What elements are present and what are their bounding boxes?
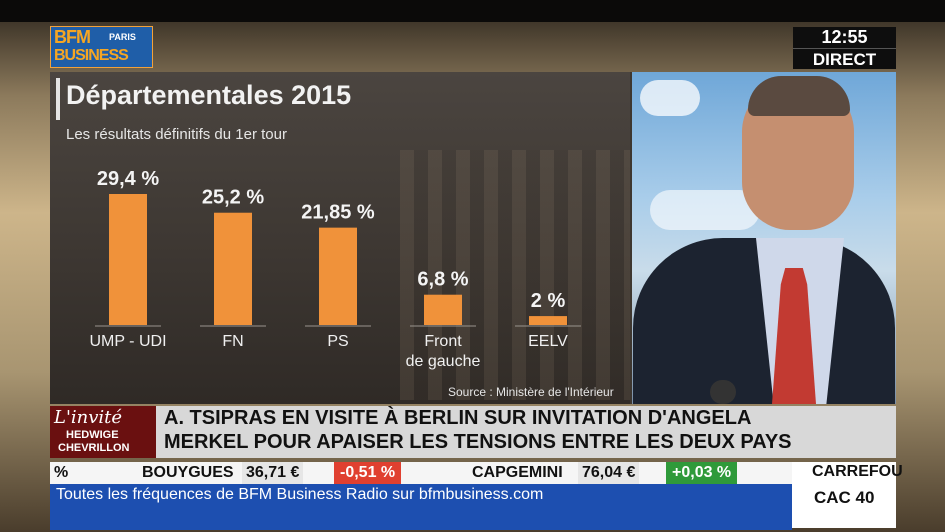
bar-chart: 29,4 % UMP - UDI 25,2 % FN 21,85 % PS 6,8 % Fro… [89, 168, 581, 370]
index-name: CAC 40 [814, 488, 875, 507]
sky-cloud [640, 80, 700, 116]
category-label: FN [222, 333, 243, 350]
category-label: EELV [528, 333, 568, 350]
sky-cloud [650, 190, 760, 230]
category-label: PS [327, 333, 348, 350]
presenter-hair [748, 76, 850, 116]
title-accent-bar [56, 78, 60, 120]
chart-source: Source : Ministère de l'Intérieur [448, 385, 614, 399]
ticker-change-down: -0,51 % [334, 462, 402, 484]
bar-value-label: 29,4 % [97, 168, 159, 190]
channel-logo [50, 26, 153, 68]
ticker-name: CAPGEMINI [472, 464, 563, 481]
bar-value-label: 25,2 % [202, 187, 264, 209]
bar [529, 316, 567, 325]
index-box [792, 462, 896, 528]
clock-time: 12:55 [821, 27, 868, 47]
chart-title: Départementales 2015 [66, 80, 352, 110]
live-badge: DIRECT [793, 48, 896, 69]
guest-label-box [50, 406, 156, 458]
category-label: de gauche [406, 353, 481, 370]
category-label: Front [424, 333, 462, 350]
bar-value-label: 21,85 % [301, 202, 375, 224]
bar [319, 227, 357, 325]
bar-value-label: 2 % [531, 290, 566, 312]
chart-subtitle: Les résultats définitifs du 1er tour [66, 126, 287, 143]
guest-first-name: HEDWIGE [66, 429, 119, 441]
bar [214, 212, 252, 325]
headline-box [156, 406, 896, 458]
logo-business-text: BUSINESS [54, 47, 129, 64]
index-ticker-name: CARREFOU [812, 463, 903, 480]
bar [424, 294, 462, 325]
bar [109, 194, 147, 325]
news-crawl-text: Toutes les fréquences de BFM Business Ra… [56, 486, 544, 503]
ticker-name: BOUYGUES [142, 464, 234, 481]
logo-paris-text: PARIS [109, 32, 136, 42]
letterbox-top [0, 0, 945, 22]
headline-line-1: A. TSIPRAS EN VISITE À BERLIN SUR INVITA… [164, 407, 752, 429]
ticker-price: 36,71 € [242, 462, 304, 484]
ticker-change-up: +0,03 % [666, 462, 738, 484]
logo-bfm-text: BFM [54, 27, 91, 47]
city-backdrop [400, 150, 630, 400]
microphone [710, 380, 736, 404]
guest-last-name: CHEVRILLON [58, 442, 130, 454]
ticker-price: 76,04 € [578, 462, 640, 484]
headline-line-2: MERKEL POUR APAISER LES TENSIONS ENTRE L… [164, 431, 792, 453]
bar-value-label: 6,8 % [417, 269, 468, 291]
ticker-fragment: % [54, 464, 69, 481]
category-label: UMP - UDI [89, 333, 166, 350]
guest-invite-label: L'invité [54, 407, 123, 428]
news-crawl [50, 484, 792, 530]
